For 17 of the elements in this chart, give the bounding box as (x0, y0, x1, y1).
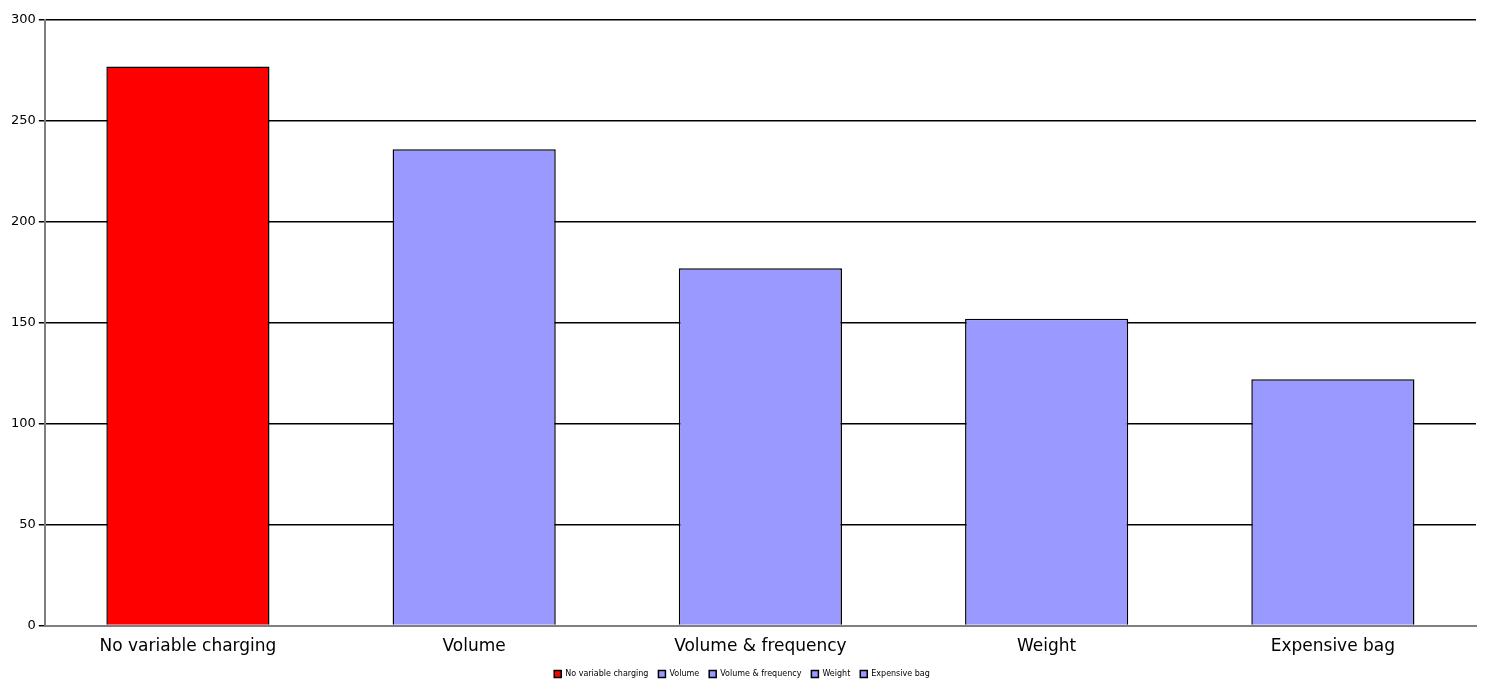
y-tick-label: 50 (19, 516, 36, 532)
x-tick-label: No variable charging (99, 635, 277, 656)
x-tick-label: Volume (442, 635, 506, 656)
legend-label: Expensive bag (871, 669, 930, 679)
legend-label: No variable charging (565, 669, 649, 679)
y-tick-label: 300 (10, 11, 36, 27)
y-tick-label: 200 (10, 213, 36, 229)
x-tick-label: Weight (1017, 635, 1077, 656)
x-tick-label: Expensive bag (1270, 635, 1396, 656)
legend-label: Weight (822, 669, 851, 679)
legend-label: Volume (669, 669, 700, 679)
y-tick-label: 0 (27, 616, 36, 632)
y-tick-label: 250 (10, 112, 36, 128)
y-tick-label: 150 (10, 314, 36, 330)
legend-label: Volume & frequency (720, 669, 802, 679)
x-tick-label: Volume & frequency (674, 635, 847, 656)
y-tick-label: 100 (10, 415, 36, 431)
